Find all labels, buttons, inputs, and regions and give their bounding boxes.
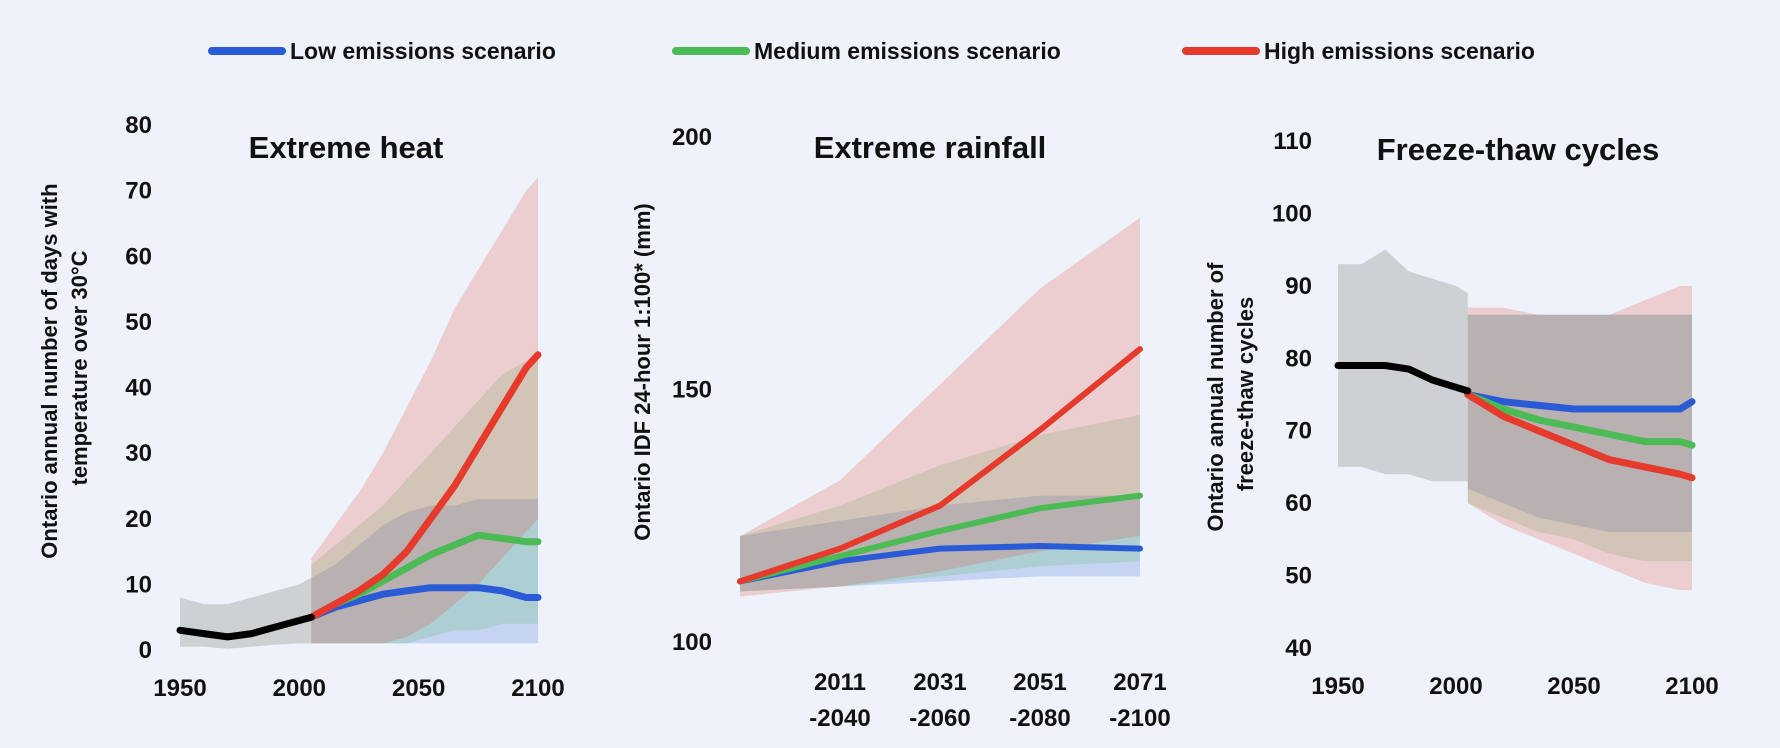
x-tick-label: -2100 <box>1109 705 1170 732</box>
y-tick-label: 50 <box>125 309 152 336</box>
band-high <box>1467 285 1692 591</box>
y-tick-label: 90 <box>1285 273 1312 300</box>
y-tick-label: 70 <box>1285 418 1312 445</box>
line-high <box>737 346 1143 585</box>
y-axis-label-line-2: freeze-thaw cycles <box>1233 297 1258 491</box>
x-tick-label: 2050 <box>392 675 445 702</box>
y-axis-label-line-1: Ontario annual number of days with <box>37 183 62 558</box>
panel-title-extreme-heat: Extreme heat <box>249 130 444 165</box>
x-tick-label: 2071 <box>1113 669 1166 696</box>
axis-ticks: 0 10 20 30 40 50 60 70 80 1950 2000 2050 2100 <box>125 112 564 702</box>
y-tick-label: 10 <box>125 571 152 598</box>
y-tick-label: 100 <box>672 629 712 656</box>
y-axis-label-line-1: Ontario IDF 24-hour 1:100* (mm) <box>630 203 655 540</box>
band-low <box>1467 314 1692 533</box>
y-tick-label: 110 <box>1273 128 1312 155</box>
series-lines <box>737 346 1143 585</box>
x-tick-label: 2050 <box>1547 673 1600 700</box>
y-tick-label: 100 <box>1272 200 1312 227</box>
y-tick-label: 70 <box>125 178 152 205</box>
y-tick-label: 200 <box>672 124 712 151</box>
band-high <box>311 177 538 644</box>
series-lines <box>176 351 542 641</box>
band-high <box>740 217 1140 597</box>
panel-title-freeze-thaw: Freeze-thaw cycles <box>1377 132 1660 167</box>
y-tick-label: 80 <box>125 112 152 139</box>
legend-label-medium: Medium emissions scenario <box>754 38 1061 64</box>
axis-ticks: 100 150 200 2011 -2040 2031 -2060 2051 -2080 2071… <box>672 124 1171 732</box>
y-tick-label: 50 <box>1285 563 1312 590</box>
legend: Low emissions scenario Medium emissions … <box>208 38 1535 64</box>
x-tick-label: 2000 <box>273 675 326 702</box>
x-tick-label: 1950 <box>153 675 206 702</box>
y-axis-label-line-2: temperature over 30°C <box>67 250 92 485</box>
legend-label-high: High emissions scenario <box>1264 38 1535 64</box>
x-tick-label: -2060 <box>909 705 970 732</box>
band-historical <box>180 577 312 649</box>
y-axis-label-freeze-thaw: Ontario annual number of freeze-thaw cyc… <box>1203 256 1258 531</box>
panel-extreme-heat: Extreme heat Ontario annual number of da… <box>37 112 565 702</box>
y-tick-label: 150 <box>672 377 712 404</box>
x-tick-label: 2100 <box>511 675 564 702</box>
line-low <box>1464 391 1696 413</box>
x-tick-label: 2011 <box>814 669 866 696</box>
x-tick-label: 2100 <box>1665 673 1718 700</box>
uncertainty-bands <box>740 217 1140 597</box>
x-tick-label: 1950 <box>1311 673 1364 700</box>
band-medium <box>311 361 538 644</box>
x-tick-label: -2080 <box>1009 705 1070 732</box>
x-tick-label: -2040 <box>809 705 870 732</box>
y-tick-label: 20 <box>125 506 152 533</box>
line-medium <box>737 492 1143 585</box>
x-tick-label: 2051 <box>1013 669 1066 696</box>
band-low <box>740 495 1140 592</box>
line-low <box>307 584 542 621</box>
line-historical <box>1334 362 1472 395</box>
band-medium <box>1467 314 1692 562</box>
y-axis-label-line-1: Ontario annual number of <box>1203 262 1228 532</box>
y-tick-label: 0 <box>139 637 152 664</box>
line-medium <box>1464 391 1696 449</box>
y-axis-label-extreme-rainfall: Ontario IDF 24-hour 1:100* (mm) <box>630 203 655 540</box>
axis-ticks: 40 50 60 70 80 90 100 110 1950 2000 2050 2100 <box>1272 128 1719 700</box>
series-lines <box>1334 362 1696 482</box>
y-tick-label: 60 <box>1285 490 1312 517</box>
y-tick-label: 30 <box>125 440 152 467</box>
y-tick-label: 40 <box>1285 635 1312 662</box>
panel-freeze-thaw: Freeze-thaw cycles Ontario annual number… <box>1203 128 1719 700</box>
y-tick-label: 40 <box>125 375 152 402</box>
panel-title-extreme-rainfall: Extreme rainfall <box>814 130 1047 165</box>
y-tick-label: 80 <box>1285 345 1312 372</box>
line-high <box>307 351 542 621</box>
y-axis-label-extreme-heat: Ontario annual number of days with tempe… <box>37 177 92 558</box>
x-tick-label: 2000 <box>1429 673 1482 700</box>
line-low <box>737 543 1143 585</box>
line-historical <box>176 613 315 641</box>
uncertainty-bands <box>180 177 538 649</box>
panel-extreme-rainfall: Extreme rainfall Ontario IDF 24-hour 1:1… <box>630 124 1171 732</box>
line-high <box>1464 391 1696 482</box>
x-tick-label: 2031 <box>913 669 966 696</box>
legend-label-low: Low emissions scenario <box>290 38 556 64</box>
y-tick-label: 60 <box>125 243 152 270</box>
